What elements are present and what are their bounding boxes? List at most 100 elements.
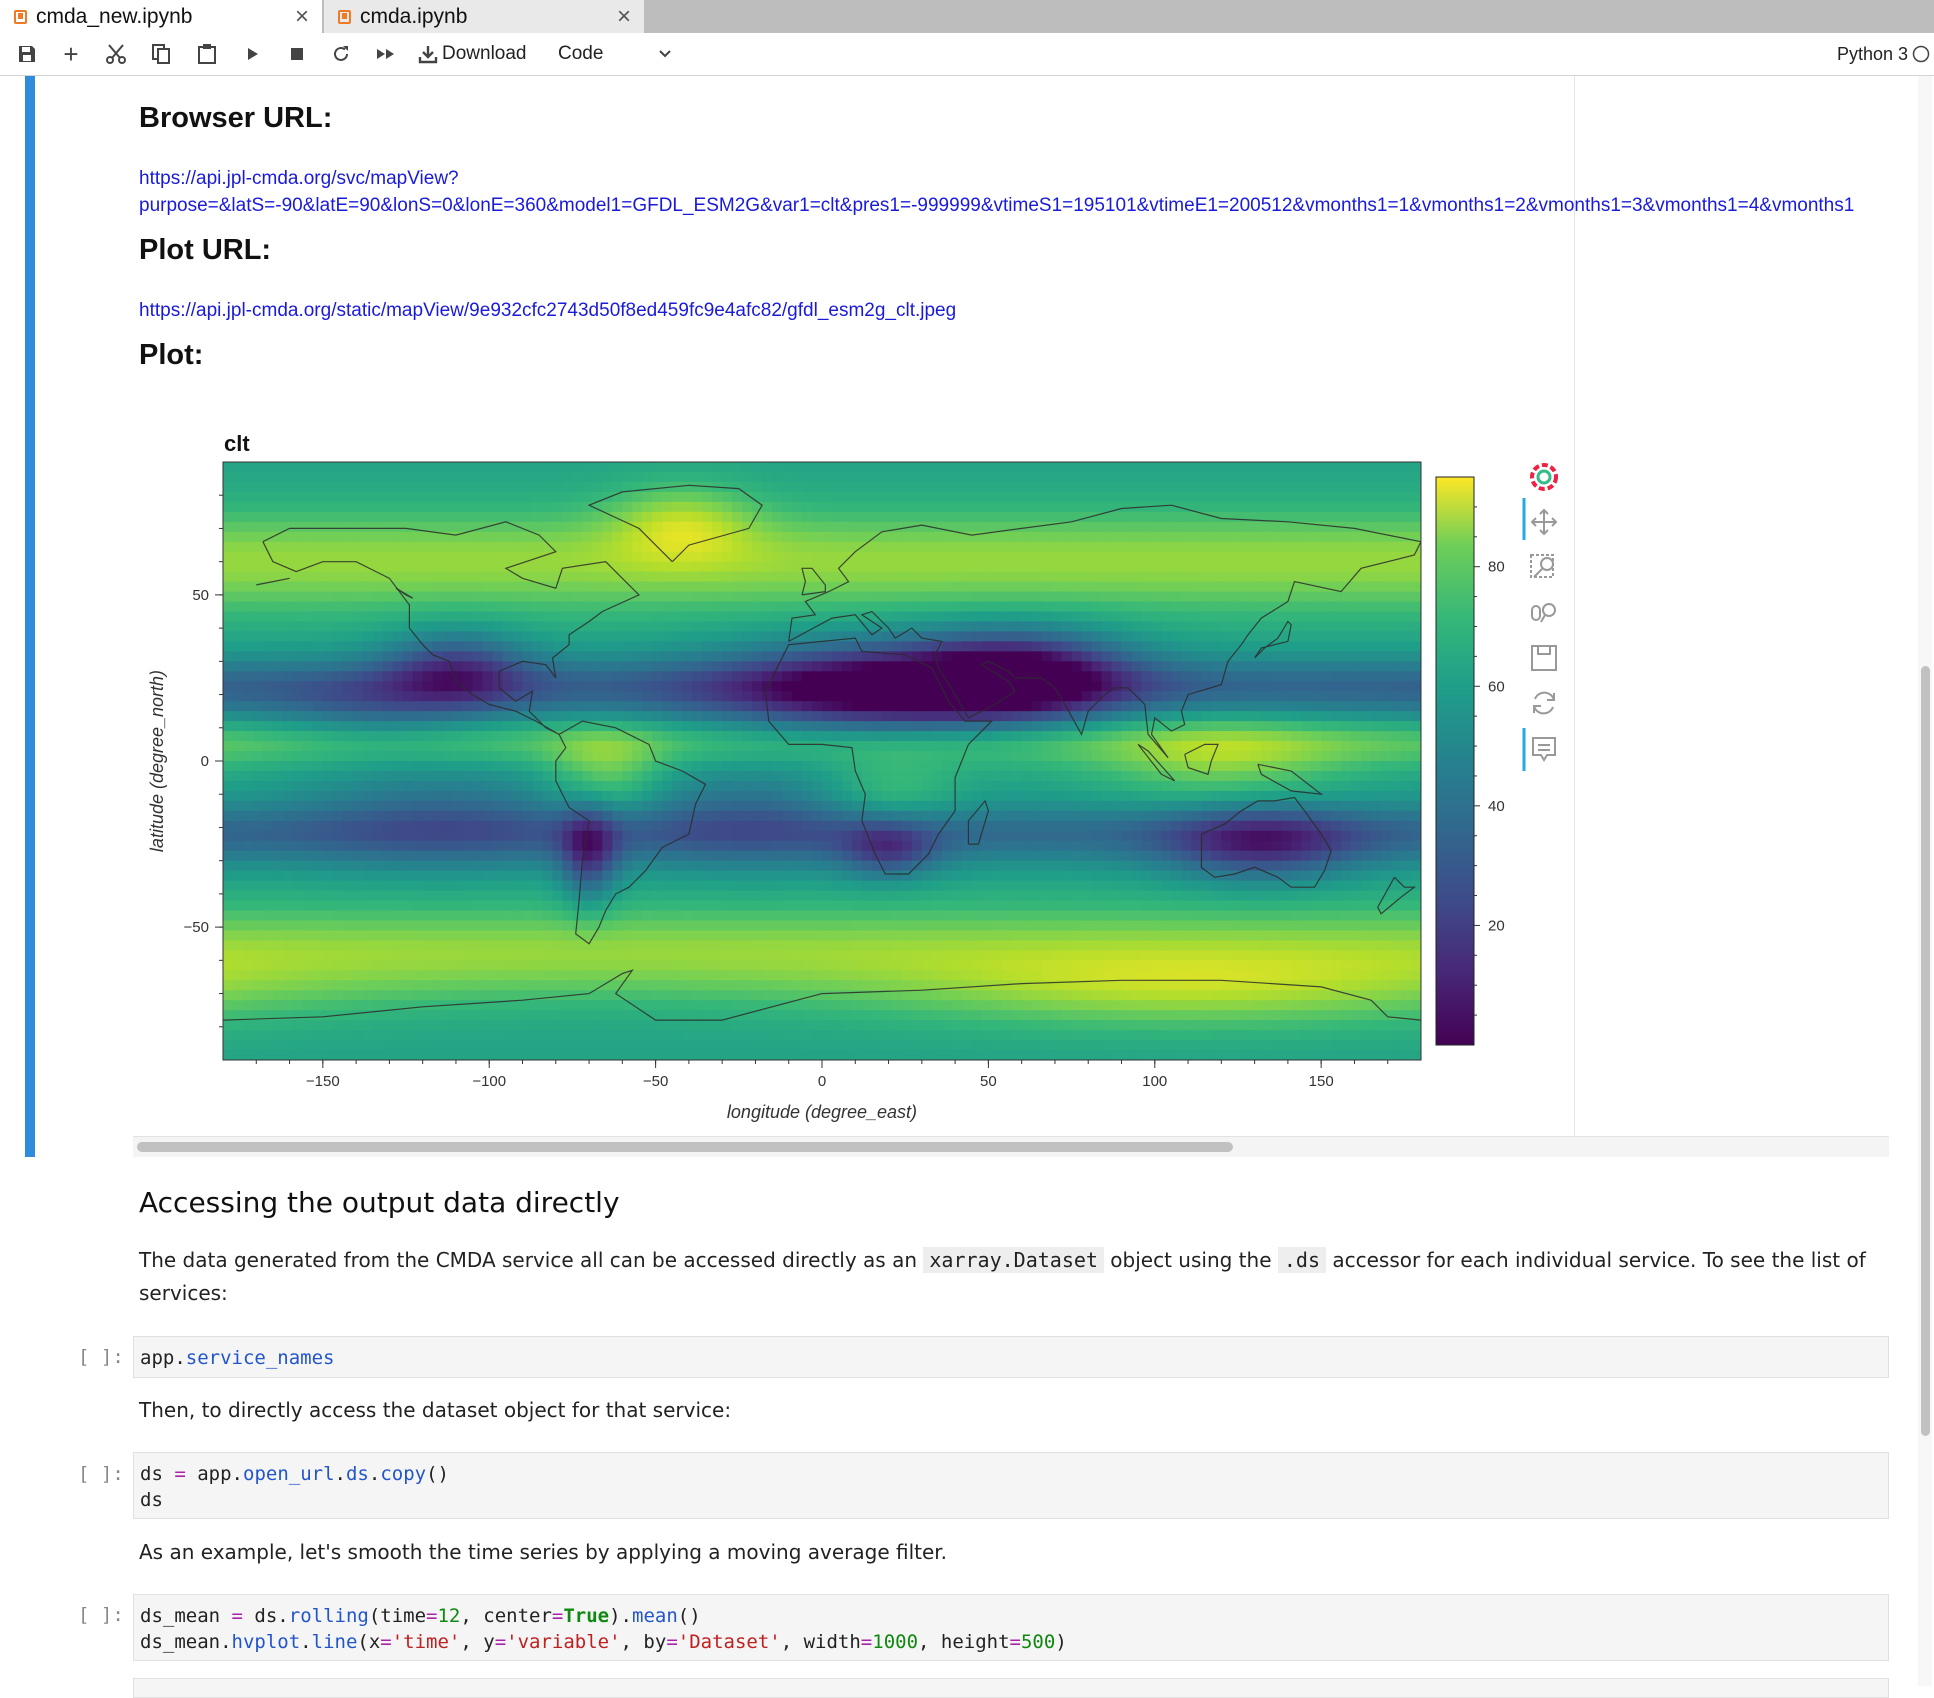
heatmap-cell <box>861 521 873 533</box>
heatmap-cell <box>592 561 603 573</box>
heatmap-cell <box>282 661 294 672</box>
heatmap-cell <box>592 681 603 692</box>
heatmap-cell <box>682 790 693 802</box>
save-icon[interactable] <box>14 41 40 67</box>
heatmap-cell <box>662 491 673 503</box>
cell-type-select[interactable]: Code <box>558 41 678 67</box>
restart-icon[interactable] <box>328 41 354 67</box>
heatmap-cell <box>462 850 474 862</box>
heatmap-cell <box>772 531 783 543</box>
heatmap-cell <box>1221 641 1232 652</box>
heatmap-cell <box>1201 711 1212 722</box>
heatmap-cell <box>951 481 963 493</box>
heatmap-cell <box>1391 741 1402 752</box>
heatmap-cell <box>232 462 244 473</box>
heatmap-cell <box>1051 721 1063 732</box>
heatmap-cell <box>402 591 414 603</box>
heatmap-cell <box>1111 581 1123 593</box>
heatmap-cell <box>462 721 474 732</box>
browser-url-link-cont[interactable]: purpose=&latS=-90&latE=90&lonS=0&lonE=36… <box>139 195 1855 216</box>
heatmap-cell <box>232 840 244 852</box>
heatmap-cell <box>752 601 763 613</box>
heatmap-cell <box>752 561 763 573</box>
heatmap-cell <box>931 651 943 662</box>
heatmap-cell <box>1121 511 1133 523</box>
heatmap-cell <box>1031 601 1043 613</box>
heatmap-cell <box>1251 751 1262 762</box>
active-cell-indicator <box>25 76 35 1157</box>
heatmap-cell <box>512 462 524 473</box>
plot-url-link[interactable]: https://api.jpl-cmda.org/static/mapView/… <box>139 300 957 321</box>
heatmap-cell <box>612 840 623 852</box>
heatmap-cell <box>1281 462 1292 473</box>
heatmap-cell <box>1221 731 1232 742</box>
heatmap-cell <box>262 511 274 523</box>
heatmap-cell <box>1001 860 1013 872</box>
stop-icon[interactable] <box>284 41 310 67</box>
heatmap-cell <box>1361 701 1372 712</box>
heatmap-cell <box>242 721 254 732</box>
heatmap-cell <box>262 850 274 862</box>
kernel-name[interactable]: Python 3 <box>1836 43 1908 64</box>
heatmap-cell <box>1031 731 1043 742</box>
heatmap-cell <box>552 491 564 503</box>
heatmap-cell <box>242 521 254 533</box>
heatmap-cell <box>632 780 643 792</box>
paste-icon[interactable] <box>194 41 220 67</box>
heatmap-cell <box>672 471 683 483</box>
heatmap-cell <box>891 471 903 483</box>
heatmap-cell <box>662 701 673 712</box>
heatmap-cell <box>871 651 883 662</box>
heatmap-cell <box>1221 511 1232 523</box>
heatmap-cell <box>472 840 484 852</box>
heatmap-cell <box>592 770 603 782</box>
heatmap-cell <box>232 581 244 593</box>
tab-cmda[interactable]: cmda.ipynb × <box>324 0 644 33</box>
heatmap-cell <box>342 511 354 523</box>
run-icon[interactable] <box>240 41 266 67</box>
browser-url-link[interactable]: https://api.jpl-cmda.org/svc/mapView? <box>139 168 459 189</box>
heatmap-cell <box>1191 551 1202 563</box>
heatmap-cell <box>1091 671 1103 682</box>
cut-icon[interactable] <box>103 41 129 67</box>
heatmap-cell <box>941 581 953 593</box>
add-cell-icon[interactable]: + <box>63 38 79 69</box>
heatmap-cell <box>752 820 763 832</box>
download-button[interactable]: Download <box>418 41 538 67</box>
heatmap-cell <box>1381 511 1392 523</box>
close-icon[interactable]: × <box>294 2 309 30</box>
heatmap-cell <box>861 751 873 762</box>
heatmap-cell <box>1071 571 1083 583</box>
heatmap-cell <box>1261 631 1272 642</box>
heatmap-cell <box>292 711 304 722</box>
heatmap-cell <box>492 671 504 682</box>
heatmap-cell <box>841 770 853 782</box>
heatmap-cell <box>851 481 863 493</box>
tab-cmda-new[interactable]: cmda_new.ipynb × <box>0 0 322 33</box>
heatmap-cell <box>223 751 234 762</box>
heatmap-cell <box>272 661 284 672</box>
heatmap-cell <box>1411 601 1421 613</box>
copy-icon[interactable] <box>148 41 174 67</box>
heatmap-cell <box>262 631 274 642</box>
heatmap-cell <box>991 491 1003 503</box>
heatmap-cell <box>582 741 593 752</box>
close-icon[interactable]: × <box>616 2 631 30</box>
heatmap-cell <box>622 631 633 642</box>
heatmap-cell <box>831 601 843 613</box>
heatmap-cell <box>402 651 414 662</box>
heatmap-cell <box>991 800 1003 812</box>
heatmap-cell <box>432 641 444 652</box>
heatmap-cell <box>542 741 554 752</box>
heatmap-cell <box>352 631 364 642</box>
heatmap-cell <box>1231 581 1242 593</box>
heatmap-cell <box>762 860 773 872</box>
heatmap-cell <box>1131 551 1143 563</box>
heatmap-cell <box>1291 491 1302 503</box>
fast-forward-icon[interactable] <box>372 41 400 67</box>
heatmap-cell <box>1301 850 1312 862</box>
heatmap-cell <box>1391 671 1402 682</box>
heatmap-cell <box>342 521 354 533</box>
heatmap-cell <box>1071 850 1083 862</box>
heatmap-cell <box>991 810 1003 822</box>
